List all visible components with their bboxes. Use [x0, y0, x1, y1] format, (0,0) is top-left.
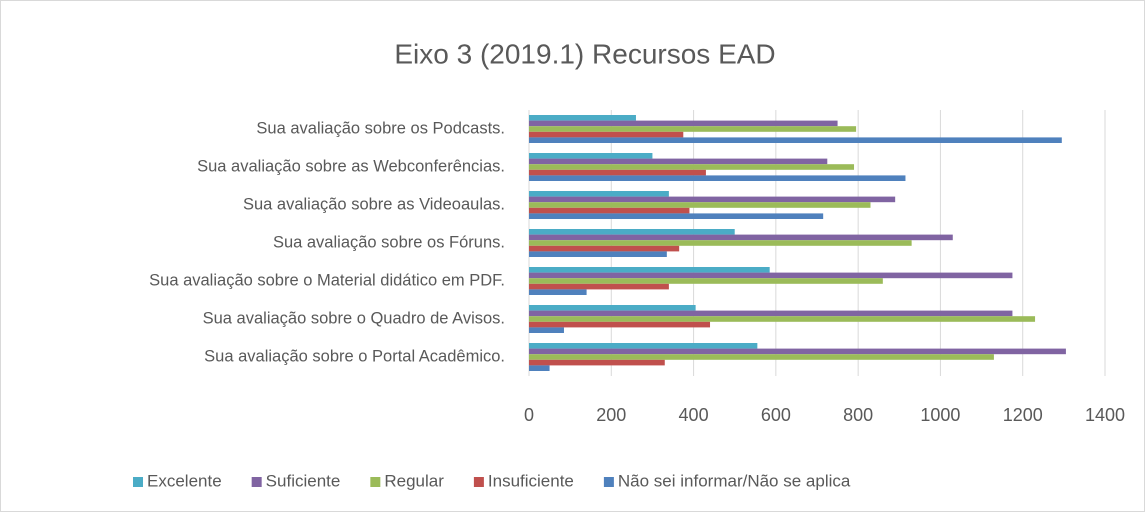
x-tick-label: 800 [843, 405, 873, 425]
bar [529, 175, 906, 181]
bar [529, 153, 653, 159]
x-tick-label: 400 [679, 405, 709, 425]
bar [529, 191, 669, 197]
x-tick-label: 1400 [1085, 405, 1125, 425]
bar [529, 202, 871, 208]
legend-label: Não sei informar/Não se aplica [618, 471, 851, 490]
bar [529, 115, 636, 121]
bar [529, 207, 690, 214]
y-tick-label: Sua avaliação sobre o Material didático … [149, 271, 505, 289]
bar [529, 213, 824, 219]
bar [529, 137, 1062, 143]
legend-swatch [251, 477, 262, 487]
bar [529, 283, 669, 290]
bar [529, 305, 696, 311]
bar [529, 359, 665, 366]
bar [529, 196, 896, 203]
legend-swatch [133, 477, 143, 487]
bar [529, 365, 550, 371]
y-tick-label: Sua avaliação sobre os Podcasts. [256, 119, 505, 137]
legend-swatch [370, 477, 381, 487]
bar [529, 343, 758, 349]
y-tick-label: Sua avaliação sobre as Webconferências. [197, 157, 505, 175]
chart-title: Eixo 3 (2019.1) Recursos EAD [394, 38, 775, 69]
bar [529, 234, 953, 241]
x-tick-label: 0 [524, 405, 534, 425]
bar [529, 229, 735, 235]
y-tick-label: Sua avaliação sobre o Quadro de Avisos. [203, 309, 505, 327]
bar [529, 245, 680, 252]
bar [529, 131, 684, 138]
y-tick-label: Sua avaliação sobre os Fóruns. [273, 233, 505, 251]
bar [529, 278, 883, 284]
x-tick-label: 600 [761, 405, 791, 425]
bar [529, 348, 1066, 355]
bar [529, 251, 667, 257]
bar [529, 272, 1013, 279]
legend-swatch [603, 477, 614, 487]
x-tick-label: 200 [596, 405, 626, 425]
legend-swatch [473, 477, 484, 487]
bar [529, 327, 564, 333]
x-tick-label: 1200 [1003, 405, 1043, 425]
x-tick-label: 1000 [920, 405, 960, 425]
bar [529, 158, 828, 165]
legend-label: Regular [384, 471, 444, 490]
bar [529, 120, 838, 127]
labels: 0 200 400 600 800 1000 1200 1400 Sua avaliação s… [149, 119, 1125, 424]
y-tick-label: Sua avaliação sobre as Videoaulas. [243, 195, 505, 213]
legend: Excelente Suficiente Regular Insuficiente Nã… [133, 471, 851, 490]
bar [529, 169, 706, 176]
bar [529, 316, 1036, 322]
bar [529, 164, 855, 170]
bar [529, 310, 1013, 317]
bar [529, 289, 587, 295]
bars [529, 115, 1066, 371]
bar [529, 354, 994, 360]
legend-label: Excelente [147, 471, 222, 490]
bar [529, 321, 711, 328]
y-tick-label: Sua avaliação sobre o Portal Acadêmico. [204, 347, 505, 365]
bar [529, 267, 770, 273]
legend-label: Insuficiente [488, 471, 574, 490]
legend-label: Suficiente [266, 471, 341, 490]
bar [529, 126, 857, 132]
bar [529, 240, 912, 246]
